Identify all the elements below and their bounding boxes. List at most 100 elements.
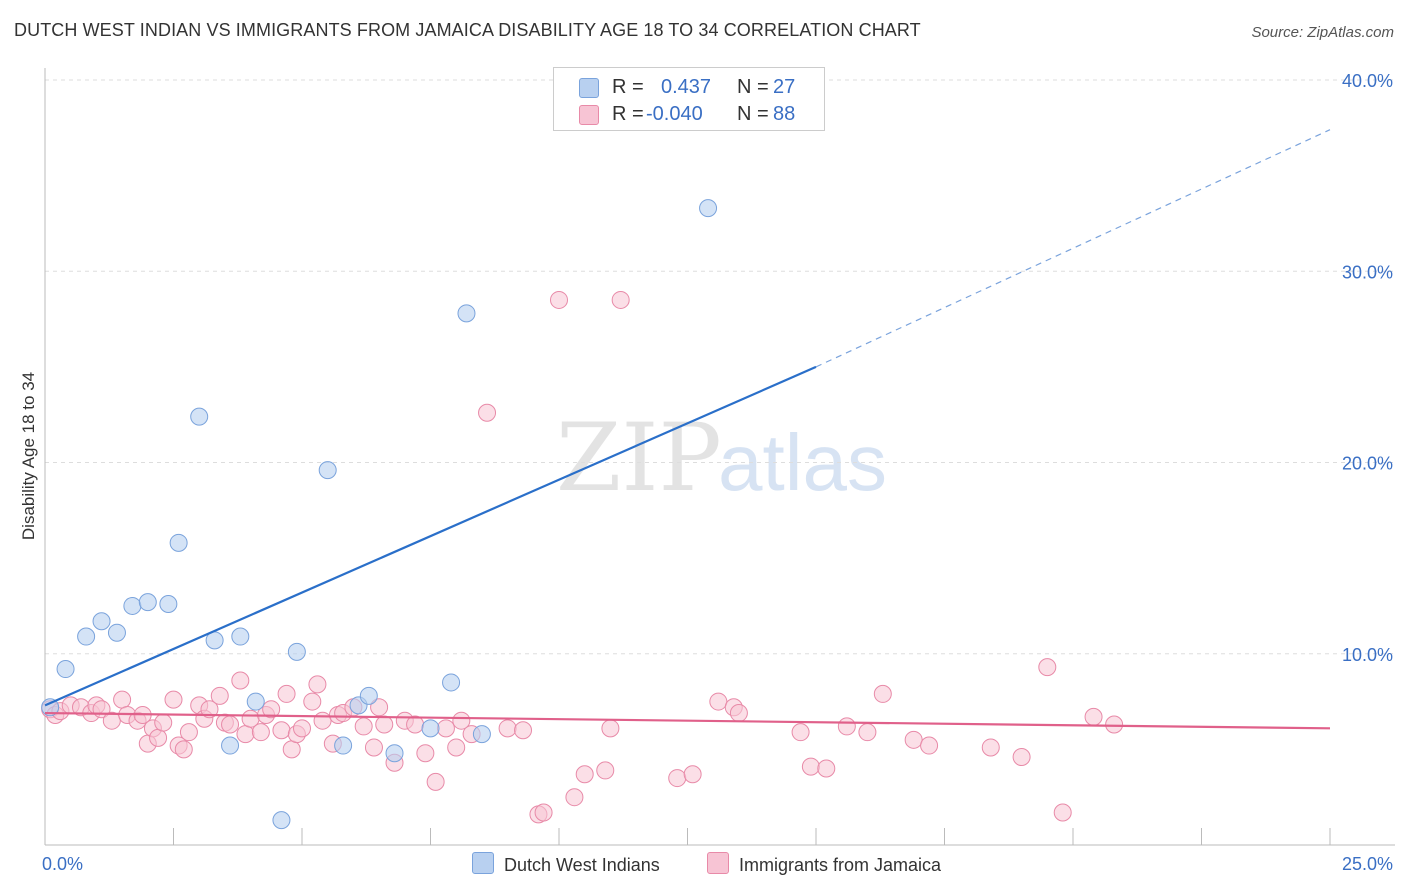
legend-n-label: N = [737, 103, 769, 125]
point-jamaica [904, 730, 923, 749]
point-dutch-west-indians [107, 623, 126, 642]
point-dutch-west-indians [138, 593, 157, 612]
point-jamaica [313, 711, 332, 730]
point-dutch-west-indians [190, 407, 209, 426]
x-tick-label-max: 25.0% [1342, 854, 1393, 874]
x-tick-label-min: 0.0% [42, 854, 83, 874]
legend-r-value: -0.040 [646, 103, 703, 125]
point-jamaica [709, 692, 728, 711]
legend-n-label: N = [737, 76, 769, 98]
point-jamaica [277, 684, 296, 703]
point-jamaica [179, 723, 198, 742]
point-jamaica [231, 671, 250, 690]
point-jamaica [514, 721, 533, 740]
point-dutch-west-indians [318, 461, 337, 480]
point-dutch-west-indians [272, 811, 291, 830]
point-jamaica [154, 713, 173, 732]
point-jamaica [791, 723, 810, 742]
point-jamaica [210, 686, 229, 705]
point-dutch-west-indians [442, 673, 461, 692]
point-jamaica [478, 403, 497, 422]
point-dutch-west-indians [231, 627, 250, 646]
watermark-atlas: atlas [718, 418, 887, 507]
point-jamaica [981, 738, 1000, 757]
point-jamaica [1012, 748, 1031, 767]
watermark: ZIP atlas [556, 404, 887, 513]
point-jamaica [262, 700, 281, 719]
point-dutch-west-indians [123, 596, 142, 615]
y-tick-label: 10.0% [1342, 645, 1393, 665]
point-jamaica [308, 675, 327, 694]
point-jamaica [498, 719, 517, 738]
point-jamaica [174, 740, 193, 759]
point-dutch-west-indians [92, 612, 111, 631]
point-jamaica [416, 744, 435, 763]
trend-line-dutch-west-indians [44, 365, 817, 707]
point-jamaica [858, 723, 877, 742]
point-jamaica [596, 761, 615, 780]
bottom-legend-dutch: Dutch West Indians [472, 852, 660, 876]
legend-row-jamaica: R = -0.040 N = 88 [554, 101, 824, 129]
bottom-legend-jamaica: Immigrants from Jamaica [707, 852, 941, 876]
point-dutch-west-indians [41, 698, 60, 717]
point-jamaica [575, 765, 594, 784]
point-jamaica [550, 290, 568, 309]
bottom-legend-label-dutch: Dutch West Indians [504, 855, 660, 875]
bottom-legend-label-jamaica: Immigrants from Jamaica [739, 855, 942, 875]
point-dutch-west-indians [169, 533, 188, 552]
point-jamaica [113, 690, 132, 709]
point-jamaica [272, 721, 291, 740]
point-jamaica [1084, 707, 1103, 726]
point-jamaica [375, 715, 394, 734]
point-dutch-west-indians [56, 660, 75, 679]
point-jamaica [426, 772, 445, 791]
point-jamaica [293, 719, 311, 738]
tick-labels: 10.0% 20.0% 30.0% 40.0% 0.0% 25.0% [42, 71, 1393, 874]
bottom-legend-swatch-pink [707, 852, 729, 874]
legend-swatch-blue [579, 78, 599, 98]
series-jamaica-points [41, 290, 1124, 824]
point-dutch-west-indians [457, 304, 476, 323]
y-tick-label: 20.0% [1342, 454, 1393, 474]
source-note: Source: ZipAtlas.com [1251, 24, 1394, 41]
trend-line-dutch-west-indians-extension [815, 129, 1331, 368]
watermark-zip: ZIP [556, 404, 722, 513]
point-dutch-west-indians [472, 725, 491, 744]
point-jamaica [149, 728, 168, 747]
point-jamaica [447, 738, 466, 757]
point-jamaica [601, 719, 620, 738]
point-dutch-west-indians [246, 692, 265, 711]
point-dutch-west-indians [699, 199, 718, 218]
point-dutch-west-indians [421, 719, 440, 738]
bottom-legend-swatch-blue [472, 852, 494, 874]
point-jamaica [164, 690, 183, 709]
y-tick-label: 30.0% [1342, 262, 1393, 282]
trend-lines [44, 129, 1331, 730]
point-jamaica [364, 738, 383, 757]
point-jamaica [817, 759, 836, 778]
point-jamaica [1105, 715, 1124, 734]
legend-r-label: R = [612, 103, 644, 125]
legend-r-value: 0.437 [661, 76, 712, 98]
point-jamaica [920, 736, 939, 755]
legend-n-value: 88 [773, 103, 796, 125]
point-jamaica [303, 692, 322, 711]
point-jamaica [534, 803, 553, 822]
point-dutch-west-indians [385, 744, 404, 763]
y-axis-label: Disability Age 18 to 34 [19, 372, 38, 540]
point-dutch-west-indians [359, 686, 378, 705]
point-jamaica [668, 769, 687, 788]
point-jamaica [221, 715, 240, 734]
point-dutch-west-indians [221, 736, 240, 755]
point-jamaica [436, 719, 455, 738]
legend-row-dutch: R = 0.437 N = 27 [554, 74, 824, 102]
point-jamaica [683, 765, 702, 784]
point-jamaica [354, 717, 373, 736]
point-jamaica [282, 740, 301, 759]
trend-line-jamaica [44, 711, 1331, 730]
point-dutch-west-indians [287, 642, 306, 661]
legend-r-label: R = [612, 76, 644, 98]
point-jamaica [200, 700, 219, 719]
point-jamaica [236, 725, 255, 744]
